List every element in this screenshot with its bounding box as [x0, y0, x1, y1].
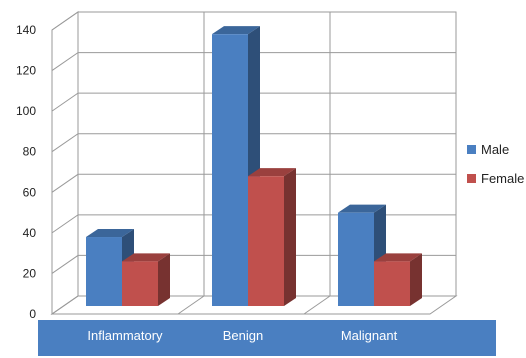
y-axis-ticks: 0 20 40 60 80 100 120 140 — [16, 23, 36, 321]
legend-swatch — [467, 174, 476, 183]
y-tick-label: 0 — [29, 307, 36, 321]
bars — [86, 26, 422, 307]
y-tick-label: 140 — [16, 23, 36, 37]
category-label: Inflammatory — [87, 328, 163, 343]
y-tick-label: 80 — [23, 145, 37, 159]
category-axis-band — [38, 320, 496, 356]
legend-label: Female — [481, 171, 524, 186]
floor-divider — [177, 295, 205, 315]
legend-label: Male — [481, 142, 509, 157]
floor-divider — [303, 295, 331, 315]
y-tick-label: 20 — [23, 266, 37, 280]
category-label: Malignant — [341, 328, 398, 343]
category-labels: Inflammatory Benign Malignant — [87, 328, 397, 343]
side-wall — [51, 11, 79, 315]
legend-swatch — [467, 145, 476, 154]
category-label: Benign — [223, 328, 263, 343]
y-tick-label: 40 — [23, 226, 37, 240]
bar-female-malignant — [374, 253, 422, 306]
bar-female-benign — [248, 168, 296, 306]
legend: Male Female — [467, 142, 524, 186]
y-tick-label: 100 — [16, 104, 36, 118]
y-tick-label: 120 — [16, 64, 36, 78]
bar-female-inflammatory — [122, 253, 170, 306]
gridlines — [51, 11, 456, 315]
y-tick-label: 60 — [23, 185, 37, 199]
